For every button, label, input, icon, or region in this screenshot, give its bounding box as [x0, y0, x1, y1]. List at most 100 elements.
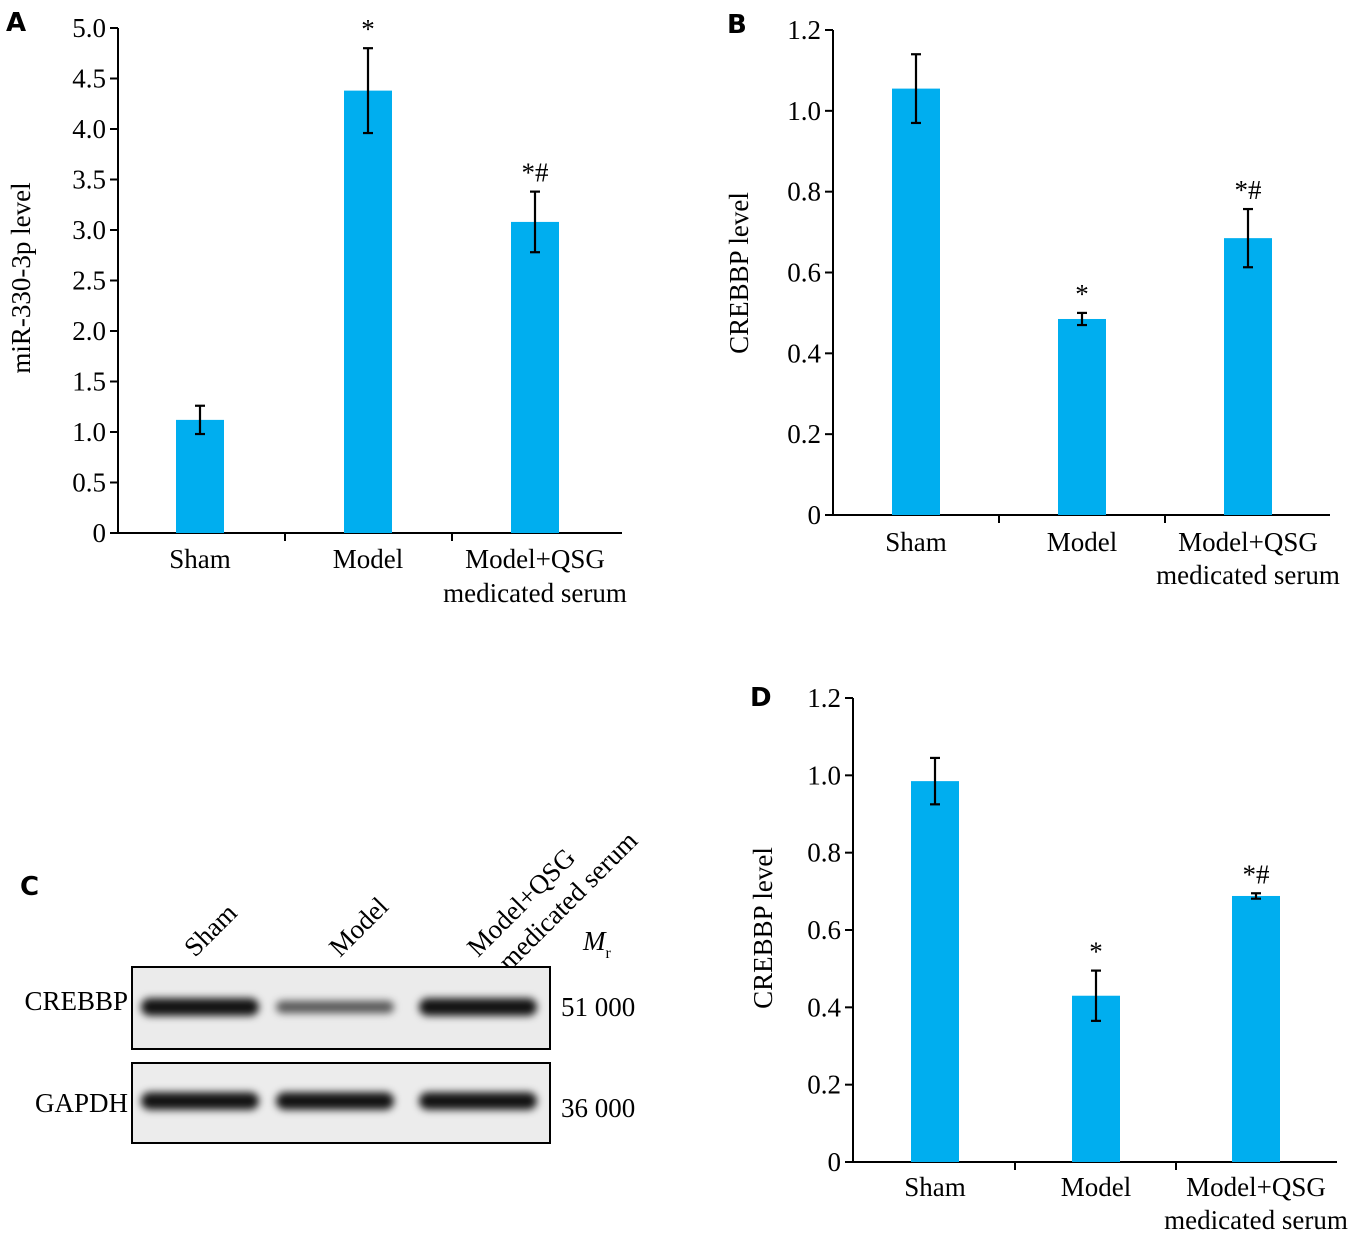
mr-value-crebbp: 51 000	[561, 992, 635, 1022]
y-axis-label-a: miR-330-3p level	[6, 182, 36, 373]
x-dividers-a	[284, 533, 453, 541]
y-tick-label: 3.5	[72, 165, 106, 195]
bands-gapdh	[141, 1092, 537, 1110]
y-axis-label-b: CREBBP level	[724, 192, 754, 354]
blot-band	[276, 1092, 394, 1110]
mr-label: Mr	[582, 926, 612, 962]
bar	[511, 221, 559, 534]
category-label: Model+QSG	[465, 544, 605, 574]
y-tick-label: 4.5	[72, 64, 106, 94]
y-ticks-d: 0 0.2 0.4 0.6 0.8 1.0 1.2	[807, 683, 853, 1177]
error-bar	[1091, 969, 1101, 1022]
bar	[1224, 238, 1272, 516]
y-tick-label: 2.0	[72, 316, 106, 346]
error-bar	[530, 190, 540, 254]
bands-crebbp	[141, 998, 537, 1016]
bar	[911, 781, 959, 1162]
bar	[176, 419, 224, 533]
bar	[1058, 318, 1106, 515]
category-labels-a: Sham Model Model+QSG medicated serum	[169, 544, 627, 608]
category-label: Sham	[885, 527, 947, 557]
y-tick-label: 0	[808, 500, 822, 530]
lane-label-model-qsg: Model+QSG medicated serum	[461, 825, 643, 976]
y-tick-label: 2.5	[72, 266, 106, 296]
y-tick-label: 0.4	[807, 992, 841, 1022]
category-label: Model	[333, 544, 404, 574]
y-tick-label: 1.0	[807, 760, 841, 790]
chart-d: D CREBBP level 0 0.2 0.4 0.6 0.8 1.0 1.2 * *# S…	[748, 683, 1348, 1235]
bar	[1072, 995, 1120, 1162]
y-tick-label: 0.8	[787, 177, 821, 207]
y-tick-label: 1.0	[72, 417, 106, 447]
y-tick-label: 3.0	[72, 215, 106, 245]
panel-label-d: D	[750, 683, 772, 713]
category-label: Model	[1061, 1172, 1132, 1202]
category-label: Model+QSG	[1186, 1172, 1326, 1202]
category-label: Model+QSG	[1178, 527, 1318, 557]
y-tick-label: 0.2	[807, 1070, 841, 1100]
chart-b: B CREBBP level 0 0.2 0.4 0.6 0.8 1.0 1.2 * *# S…	[724, 10, 1340, 590]
significance-marker: *	[1089, 937, 1103, 967]
chart-a: A miR-330-3p level 0 0.5 1.0 1.5 2.0 2.5 3.0 3.…	[6, 8, 627, 608]
error-bar	[363, 47, 373, 135]
error-bar	[930, 756, 940, 806]
y-tick-label: 1.5	[72, 367, 106, 397]
lane-label-sham: Sham	[178, 898, 243, 963]
y-ticks-a: 0 0.5 1.0 1.5 2.0 2.5 3.0 3.5 4.0 4.5 5.0	[72, 13, 118, 548]
y-tick-label: 0.6	[787, 258, 821, 288]
blot-band	[141, 1092, 259, 1110]
blot-band	[276, 1000, 394, 1014]
y-tick-label: 0.8	[807, 838, 841, 868]
significance-marker: *#	[522, 158, 550, 188]
bar	[892, 88, 940, 516]
category-label: medicated serum	[443, 578, 627, 608]
bar	[344, 90, 392, 534]
y-tick-label: 0.2	[787, 419, 821, 449]
panel-label-c: C	[20, 872, 39, 902]
blot-band	[419, 1092, 537, 1110]
y-tick-label: 4.0	[72, 114, 106, 144]
y-tick-label: 0.4	[787, 338, 821, 368]
x-dividers-b	[998, 515, 1166, 523]
y-tick-label: 0	[828, 1147, 842, 1177]
blot-band	[141, 998, 259, 1016]
category-label: medicated serum	[1156, 560, 1340, 590]
y-ticks-b: 0 0.2 0.4 0.6 0.8 1.0 1.2	[787, 15, 833, 530]
y-tick-label: 0	[93, 518, 107, 548]
protein-label-crebbp: CREBBP	[24, 986, 128, 1016]
mr-value-gapdh: 36 000	[561, 1093, 635, 1123]
bars-a: * *#	[176, 14, 559, 534]
y-tick-label: 1.0	[787, 96, 821, 126]
error-bar	[1243, 207, 1253, 269]
category-label: medicated serum	[1164, 1205, 1348, 1235]
western-blot-c: C Sham Model Model+QSG medicated serum M…	[20, 825, 643, 1144]
significance-marker: *	[1075, 279, 1089, 309]
error-bar	[1077, 311, 1087, 327]
category-label: Model	[1047, 527, 1118, 557]
panel-label-a: A	[6, 8, 26, 38]
lane-label-model: Model	[323, 891, 394, 962]
error-bar	[195, 404, 205, 436]
y-tick-label: 5.0	[72, 13, 106, 43]
category-label: Sham	[169, 544, 231, 574]
y-tick-label: 0.5	[72, 468, 106, 498]
error-bar	[911, 53, 921, 125]
bars-d: * *#	[911, 756, 1280, 1162]
bars-b: * *#	[892, 53, 1272, 516]
panel-label-b: B	[727, 10, 747, 40]
y-tick-label: 1.2	[787, 15, 821, 45]
y-axis-label-d: CREBBP level	[748, 847, 778, 1009]
category-label: Sham	[904, 1172, 966, 1202]
significance-marker: *	[361, 14, 375, 44]
significance-marker: *#	[1235, 175, 1263, 205]
significance-marker: *#	[1243, 859, 1271, 889]
blot-band	[419, 998, 537, 1016]
protein-label-gapdh: GAPDH	[35, 1088, 128, 1118]
bar	[1232, 895, 1280, 1162]
error-bar	[1251, 892, 1261, 900]
y-tick-label: 1.2	[807, 683, 841, 713]
x-dividers-d	[1014, 1162, 1177, 1170]
